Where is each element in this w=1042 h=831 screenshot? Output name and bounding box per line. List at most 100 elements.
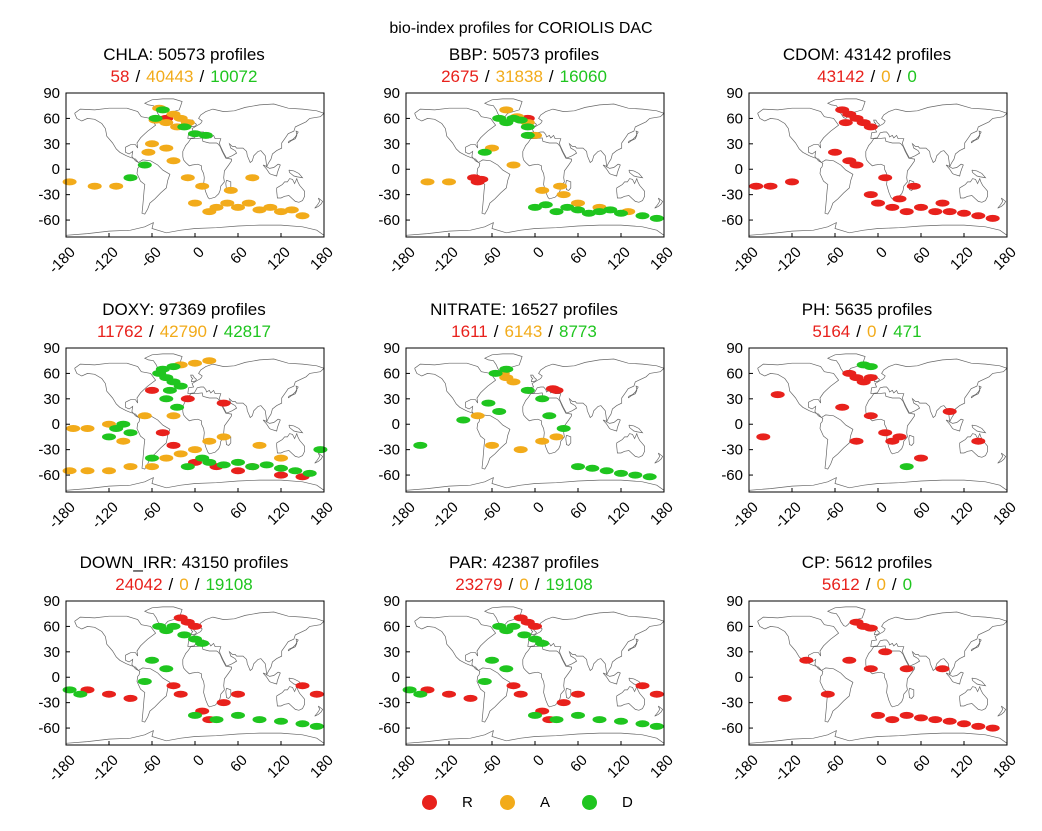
panel-cp: CP: 5612 profiles 5612 / 0 / 0 90 60 30 0 -30 -60 -1… [697,553,1037,818]
y-tick-label: 0 [392,669,400,686]
data-point-d [899,463,914,471]
data-point-a [159,144,174,152]
y-tick-label: 60 [43,618,60,635]
coastline-new-guinea [288,424,304,434]
y-tick-label: 90 [43,340,60,357]
coastline-new-zealand [314,452,324,464]
panel-doxy: DOXY: 97369 profiles 11762 / 42790 / 42817 90 6… [14,300,354,565]
data-point-d [73,690,88,698]
count-separator: / [534,575,540,594]
data-point-d [520,131,535,139]
data-point-r [166,682,181,690]
data-point-r [863,412,878,420]
data-point-r [942,208,957,216]
coastline-madagascar [565,179,572,191]
legend-label-d: D [622,794,633,811]
coastline-africa [182,645,232,708]
x-tick-label: 180 [647,499,677,529]
data-point-a [66,425,81,432]
x-tick-label: 120 [947,244,977,274]
x-tick-label: 60 [910,499,934,523]
data-point-r [649,690,664,698]
data-point-d [488,369,503,377]
y-tick-label: 60 [726,618,743,635]
y-tick-label: 90 [726,340,743,357]
panel-chla: CHLA: 50573 profiles 58 / 40443 / 10072 90 60 30… [14,45,354,310]
data-point-r [863,665,878,673]
data-point-a [284,206,299,214]
data-point-r [145,386,159,394]
x-tick-label: -60 [820,752,847,779]
coastline-africa [865,645,915,708]
y-tick-label: -30 [378,442,400,459]
series-r-doxy [145,386,310,481]
count-separator: / [213,322,218,341]
data-point-a [137,412,152,420]
data-point-r [985,214,1000,222]
coastline-madagascar [225,687,232,699]
coastline-africa [865,137,915,200]
coastline-south-america [476,159,511,215]
data-point-d [571,463,585,471]
y-tick-label: -30 [721,187,743,204]
coastline-madagascar [565,687,572,699]
x-tick-label: -180 [386,244,419,277]
coastline-uk [530,374,537,383]
x-tick-label: -120 [429,752,462,785]
data-point-d [302,469,317,477]
x-tick-label: -60 [477,752,504,779]
data-point-r [123,694,138,702]
y-tick-label: 60 [43,365,60,382]
map-chla: 90 60 30 0 -30 -60 -180 -120 -60 0 60 120 180 [38,85,337,277]
y-tick-label: 30 [383,136,400,153]
coastline-australia [959,432,988,458]
count-a-bbp: 31838 [495,67,543,86]
data-point-r [849,161,864,169]
data-point-r [231,467,245,475]
data-point-r [528,622,542,630]
data-point-d [635,720,650,728]
coastline-north-america [757,107,840,163]
coastline-north-america [414,107,497,163]
data-point-a [252,441,267,449]
x-tick-label: 0 [873,499,891,517]
x-tick-label: 120 [264,752,294,782]
y-tick-label: -30 [721,442,743,459]
coastline-new-zealand [997,705,1007,717]
data-point-a [80,467,95,475]
data-point-a [87,182,102,190]
y-tick-label: 90 [383,593,400,610]
data-point-r [957,720,971,728]
coastline-antarctica [65,476,325,492]
coastline-madagascar [908,687,915,699]
data-point-d [528,203,542,211]
x-tick-label: 120 [604,752,634,782]
data-point-a [556,191,571,199]
coastline-japan [287,130,299,144]
legend-label-r: R [462,794,473,811]
coastline-south-america [819,159,854,215]
panel-nitrate: NITRATE: 16527 profiles 1611 / 6143 / 8773 90 6… [354,300,694,565]
count-d-nitrate: 8773 [559,322,597,341]
data-point-a [145,463,159,471]
data-point-d [506,622,521,630]
coastline-new-zealand [997,452,1007,464]
data-point-d [520,123,535,131]
coastline-eurasia [870,358,1008,423]
y-tick-label: -60 [378,467,400,484]
data-point-d [592,208,607,216]
y-tick-label: -60 [38,467,60,484]
count-r-bbp: 2675 [441,67,479,86]
x-tick-label: 60 [567,499,591,523]
data-point-d [274,717,288,725]
data-point-d [309,722,324,730]
data-point-r [216,699,231,707]
data-point-r [914,454,928,462]
data-point-d [649,214,664,222]
data-point-d [520,386,535,394]
legend-swatch-a [500,795,515,810]
y-tick-label: -30 [721,695,743,712]
coastlines-par [405,606,665,745]
data-point-r [885,437,900,445]
data-point-r [231,690,245,698]
